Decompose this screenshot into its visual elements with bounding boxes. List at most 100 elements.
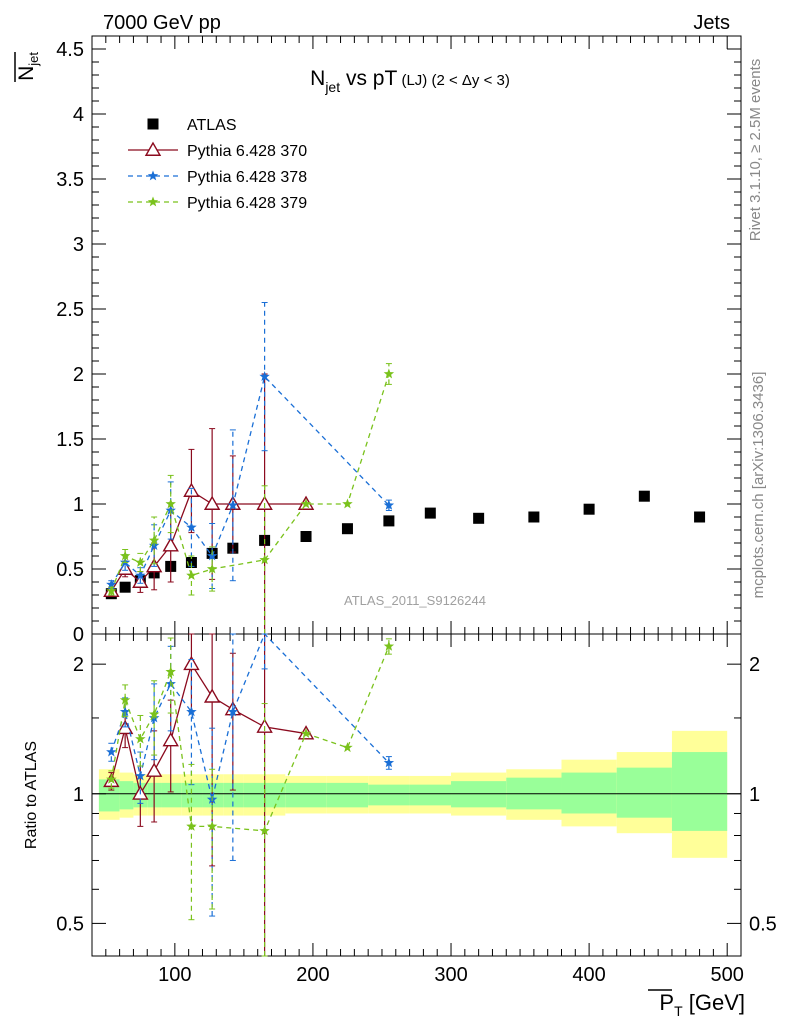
ratio-line-p370 bbox=[110, 662, 307, 796]
ratio-point-p379 bbox=[148, 708, 160, 719]
main-ytick-label: 2 bbox=[73, 364, 84, 386]
main-point-atlas bbox=[694, 511, 706, 523]
xtick-label: 100 bbox=[158, 964, 191, 986]
chart-title: Njet vs pT (LJ) (2 < Δy < 3) bbox=[310, 67, 510, 95]
legend-marker-p379 bbox=[147, 196, 159, 207]
main-line-p378 bbox=[110, 375, 390, 585]
main-ytick-label: 3.5 bbox=[56, 169, 84, 191]
ratio-band-inner bbox=[561, 772, 617, 814]
ratio-point-p378 bbox=[119, 706, 131, 717]
xlabel-sub: T bbox=[674, 1003, 683, 1019]
ratio-band-inner bbox=[181, 782, 203, 808]
ratio-ytick-label: 1 bbox=[73, 784, 84, 806]
ratio-point-p370 bbox=[145, 762, 163, 777]
main-point-p379 bbox=[259, 554, 270, 565]
main-ytick-label: 1.5 bbox=[56, 429, 84, 451]
main-point-p379 bbox=[106, 585, 117, 596]
ratio-point-p379 bbox=[135, 733, 146, 744]
ratio-frame bbox=[91, 633, 742, 957]
ratio-point-p379 bbox=[383, 640, 395, 651]
main-ytick-label: 4 bbox=[73, 104, 84, 126]
ratio-band-inner bbox=[409, 784, 452, 806]
ratio-point-p379 bbox=[342, 742, 353, 753]
mcplots-label: mcplots.cern.ch [arXiv:1306.3436] bbox=[750, 372, 767, 599]
xtick-label: 400 bbox=[572, 964, 605, 986]
ratio-point-p379 bbox=[259, 825, 270, 836]
main-ytick-label: 0.5 bbox=[56, 559, 84, 581]
ratio-ytick-label: 0.5 bbox=[56, 913, 84, 935]
title-small: (LJ) (2 < Δy < 3) bbox=[397, 72, 510, 89]
main-ytick-label: 4.5 bbox=[56, 39, 84, 61]
main-point-p379 bbox=[148, 534, 160, 545]
ratio-band-inner bbox=[98, 779, 120, 812]
main-ylabel: Njet bbox=[14, 52, 41, 82]
main-point-p378 bbox=[106, 579, 117, 589]
ratio-ylabel: Ratio to ATLAS bbox=[23, 741, 40, 849]
ratio-band bbox=[92, 730, 741, 858]
legend-marker-atlas bbox=[147, 118, 159, 130]
ylabel-main-text: Njet bbox=[15, 52, 41, 81]
legend-label-p379: Pythia 6.428 379 bbox=[187, 195, 307, 212]
main-point-atlas bbox=[300, 531, 312, 542]
main-point-atlas bbox=[424, 507, 436, 519]
main-point-p378 bbox=[259, 371, 270, 381]
xlabel-text: PT [GeV] bbox=[659, 990, 745, 1019]
legend-marker-p370 bbox=[144, 141, 162, 156]
main-point-p378 bbox=[227, 499, 239, 510]
header-right: Jets bbox=[693, 12, 730, 34]
xtick-label: 200 bbox=[296, 964, 329, 986]
main-point-p379 bbox=[300, 498, 312, 509]
xlabel-unit: [GeV] bbox=[683, 990, 745, 1015]
ratio-point-p379 bbox=[119, 694, 131, 705]
ratio-band-inner bbox=[368, 784, 410, 806]
ratio-band-inner bbox=[223, 782, 244, 808]
ratio-band-inner bbox=[616, 767, 672, 818]
main-line-p379 bbox=[110, 373, 390, 592]
legend-marker-p378 bbox=[147, 170, 159, 181]
main-point-atlas bbox=[383, 515, 395, 527]
ratio-point-p370 bbox=[203, 688, 221, 703]
main-point-atlas bbox=[341, 523, 353, 535]
main-point-p370 bbox=[203, 495, 221, 510]
watermark: ATLAS_2011_S9126244 bbox=[344, 593, 486, 608]
ratio-ytick-label: 2 bbox=[73, 654, 84, 676]
main-ytick-label: 2.5 bbox=[56, 299, 84, 321]
ratio-panel: 0.5 0.5 1 1 2 2 100 200 300 400 500 bbox=[56, 633, 777, 986]
main-point-atlas bbox=[473, 512, 485, 524]
main-point-p378 bbox=[135, 570, 146, 580]
ratio-band-inner bbox=[161, 782, 182, 808]
main-point-p378 bbox=[383, 499, 395, 510]
xlabel: PT [GeV] bbox=[648, 989, 745, 1019]
ratio-point-p379 bbox=[186, 820, 197, 831]
ratio-point-p378 bbox=[383, 757, 395, 768]
ratio-point-p378 bbox=[186, 706, 197, 717]
ratio-band-inner bbox=[119, 781, 134, 810]
ratio-band-inner bbox=[326, 782, 369, 808]
ratio-point-p378 bbox=[227, 706, 239, 717]
xtick-label: 500 bbox=[711, 964, 744, 986]
legend-label-p370: Pythia 6.428 370 bbox=[187, 143, 307, 160]
legend: ATLAS Pythia 6.428 370 Pythia 6.428 378 Pyt… bbox=[128, 117, 307, 212]
ratio-band-inner bbox=[671, 752, 728, 831]
main-point-p379 bbox=[383, 368, 395, 379]
main-point-p379 bbox=[186, 570, 197, 580]
main-point-p379 bbox=[206, 563, 218, 574]
ylabel-main-sub: jet bbox=[26, 52, 41, 67]
ratio-point-p379 bbox=[300, 728, 312, 738]
ratio-point-p379 bbox=[165, 666, 176, 677]
title-main-sub: jet bbox=[324, 79, 340, 95]
legend-label-p378: Pythia 6.428 378 bbox=[187, 169, 307, 186]
ratio-point-p370 bbox=[162, 732, 179, 747]
main-point-p378 bbox=[206, 550, 218, 561]
main-panel: 0 0.5 1 1.5 2 2.5 3 3.5 4 4.5 bbox=[56, 35, 742, 646]
main-point-atlas bbox=[638, 490, 650, 502]
main-point-p379 bbox=[119, 550, 131, 561]
main-point-atlas bbox=[583, 503, 595, 515]
main-point-p379 bbox=[165, 498, 176, 509]
ratio-series-layer bbox=[103, 632, 395, 957]
ratio-point-p378 bbox=[106, 746, 117, 757]
header-left: 7000 GeV pp bbox=[103, 12, 221, 34]
main-point-p379 bbox=[342, 498, 353, 509]
ratio-point-p379 bbox=[106, 773, 117, 784]
